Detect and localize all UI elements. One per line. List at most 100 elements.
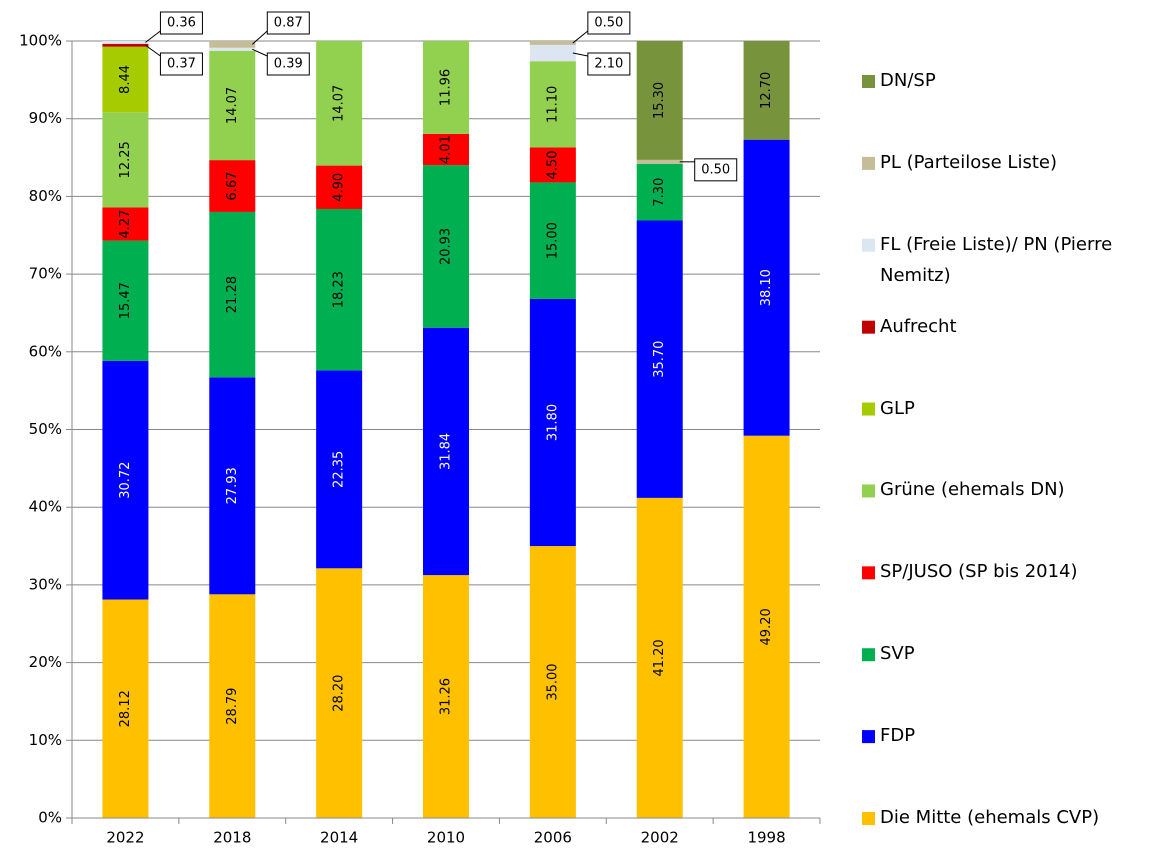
bar-segment xyxy=(316,370,363,569)
data-label: 30.72 xyxy=(118,462,133,499)
legend-item: Grüne (ehemals DN) xyxy=(880,479,1065,501)
bar-segment xyxy=(743,41,790,140)
bar-segment xyxy=(316,165,363,209)
data-label: 0.50 xyxy=(594,16,623,31)
legend-item: SVP xyxy=(880,643,915,665)
data-label: 28.79 xyxy=(225,688,240,725)
bar-segment xyxy=(529,44,576,62)
legend-swatch xyxy=(862,566,875,580)
y-tick-label: 80% xyxy=(29,187,62,205)
legend-swatch xyxy=(862,238,875,252)
bar-segment xyxy=(316,568,363,818)
x-tick-label: 2022 xyxy=(106,829,144,847)
legend-label: FDP xyxy=(880,725,916,747)
callout-box xyxy=(266,52,310,76)
data-label: 6.67 xyxy=(225,172,240,201)
bar-segment xyxy=(423,133,469,166)
data-label: 28.20 xyxy=(332,675,347,712)
callout-line xyxy=(145,44,161,57)
legend-label: GLP xyxy=(880,397,915,419)
bar-segment xyxy=(529,147,576,183)
callout-box xyxy=(587,11,631,35)
legend-swatch xyxy=(862,402,875,416)
data-label: 2.10 xyxy=(594,57,623,72)
bar-segment xyxy=(423,165,469,328)
bar-segment xyxy=(209,50,256,161)
bar-segment xyxy=(636,220,683,498)
legend-swatch xyxy=(862,156,875,170)
data-label: 0.87 xyxy=(274,16,303,31)
bar-segment xyxy=(209,41,256,48)
bar-segment xyxy=(102,43,149,47)
data-label: 49.20 xyxy=(759,608,774,645)
bar-segment xyxy=(102,41,149,44)
bar-segment xyxy=(316,41,363,166)
callout-line xyxy=(252,48,268,57)
data-label: 8.44 xyxy=(118,65,133,94)
legend-label: SVP xyxy=(880,643,915,665)
data-label: 15.00 xyxy=(545,222,560,259)
data-label: 18.23 xyxy=(332,271,347,308)
legend-label: Grüne (ehemals DN) xyxy=(880,479,1065,501)
legend-swatch xyxy=(862,320,875,334)
bar-segment xyxy=(636,41,683,160)
data-label: 35.70 xyxy=(652,341,667,378)
bar-segment xyxy=(529,182,576,299)
data-label: 41.20 xyxy=(652,639,667,676)
legend-label: PL (Parteilose Liste) xyxy=(880,151,1057,173)
data-label: 4.50 xyxy=(545,150,560,179)
bar-segment xyxy=(423,41,469,134)
data-label: 20.93 xyxy=(439,228,454,265)
x-tick-label: 2014 xyxy=(320,829,358,847)
bar-segment xyxy=(529,41,576,45)
legend-item: PL (Parteilose Liste) xyxy=(880,151,1057,173)
legend-swatch xyxy=(862,648,875,662)
legend-item: SP/JUSO (SP bis 2014) xyxy=(880,561,1078,583)
data-label: 7.30 xyxy=(652,178,667,207)
legend-label: Die Mitte (ehemals CVP) xyxy=(880,807,1100,828)
bar-segment xyxy=(102,112,149,208)
bar-segment xyxy=(102,46,149,113)
data-label: 14.07 xyxy=(332,85,347,122)
bar-segment xyxy=(209,160,256,212)
data-label: 12.70 xyxy=(759,72,774,109)
legend-item: FDP xyxy=(880,725,916,747)
legend-swatch xyxy=(862,812,875,825)
y-tick-label: 30% xyxy=(29,575,62,593)
bar-segment xyxy=(102,599,149,818)
bar-segment xyxy=(529,298,576,547)
data-label: 0.36 xyxy=(167,16,196,31)
data-label: 0.50 xyxy=(701,162,730,177)
data-label: 0.37 xyxy=(167,57,196,72)
bar-segment xyxy=(743,139,790,436)
bar-segment xyxy=(209,594,256,818)
data-label: 12.25 xyxy=(118,141,133,178)
data-label: 22.35 xyxy=(332,451,347,488)
legend-swatch xyxy=(862,730,875,744)
x-tick-label: 2010 xyxy=(427,829,465,847)
bar-segment xyxy=(209,377,256,595)
legend-label: Aufrecht xyxy=(880,315,957,337)
callout-box xyxy=(694,158,738,182)
data-label: 11.96 xyxy=(439,69,454,106)
data-label: 15.47 xyxy=(118,282,133,319)
bar-segment xyxy=(209,47,256,51)
y-tick-label: 40% xyxy=(29,498,62,516)
legend-label: FL (Freie Liste)/ PN (Pierre Nemitz) xyxy=(880,233,1113,286)
bar-segment xyxy=(102,360,149,600)
y-tick-label: 60% xyxy=(29,342,62,360)
y-tick-label: 20% xyxy=(29,653,62,671)
y-tick-label: 10% xyxy=(29,731,62,749)
bar-segment xyxy=(743,435,790,818)
legend-label: SP/JUSO (SP bis 2014) xyxy=(880,561,1078,583)
data-label: 31.84 xyxy=(439,433,454,470)
bar-segment xyxy=(316,208,363,371)
data-label: 21.28 xyxy=(225,276,240,313)
x-tick-label: 2018 xyxy=(213,829,251,847)
data-label: 38.10 xyxy=(759,269,774,306)
x-tick-label: 2002 xyxy=(641,829,679,847)
y-tick-label: 0% xyxy=(38,809,62,827)
legend-item: Die Mitte (ehemals CVP) xyxy=(880,807,1100,828)
callout-box xyxy=(159,11,203,35)
